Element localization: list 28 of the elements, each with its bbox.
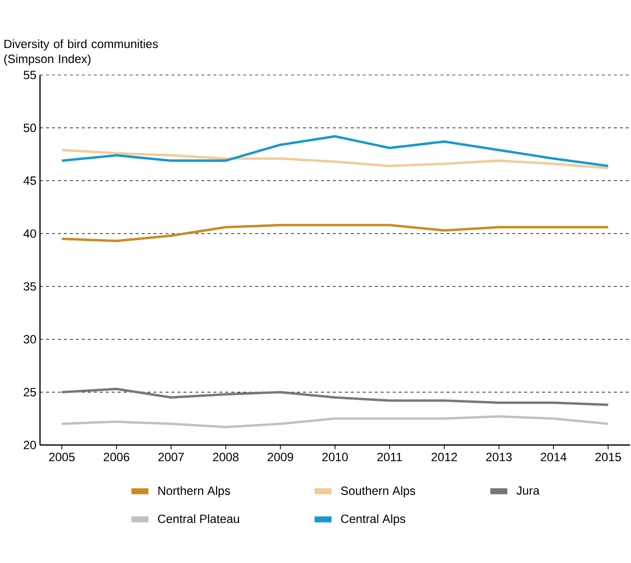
legend-label: Central Alps <box>341 514 406 526</box>
x-tick-label: 2006 <box>104 452 130 462</box>
y-tick-label: 45 <box>23 176 36 185</box>
legend-label: Southern Alps <box>341 486 416 498</box>
x-tick-label: 2011 <box>377 452 402 462</box>
x-tick-label: 2007 <box>158 452 184 462</box>
legend-label: Jura <box>516 486 540 495</box>
x-tick-label: 2008 <box>213 452 239 462</box>
y-tick-label: 50 <box>24 124 36 132</box>
legend-label: Northern Alps <box>158 486 230 498</box>
y-tick-label: 25 <box>24 388 36 396</box>
y-tick-label: 20 <box>24 440 36 450</box>
y-axis-title: Diversity of bird communities (Simpson Index) <box>4 39 158 66</box>
x-tick-label: 2005 <box>49 452 75 462</box>
y-tick-label: 35 <box>24 282 36 291</box>
y-tick-label: 55 <box>24 70 36 80</box>
x-tick-label: 2010 <box>322 452 348 462</box>
x-tick-label: 2015 <box>595 452 621 462</box>
x-tick-label: 2012 <box>432 452 457 462</box>
x-tick-label: 2009 <box>268 452 294 462</box>
x-tick-label: 2014 <box>540 452 566 462</box>
x-tick-label: 2013 <box>486 452 512 462</box>
y-tick-label: 30 <box>24 335 36 344</box>
y-tick-label: 40 <box>23 229 36 238</box>
line-series <box>60 135 610 168</box>
line-series <box>60 388 610 406</box>
legend-label: Central Plateau <box>158 514 240 524</box>
line-series <box>60 148 610 170</box>
